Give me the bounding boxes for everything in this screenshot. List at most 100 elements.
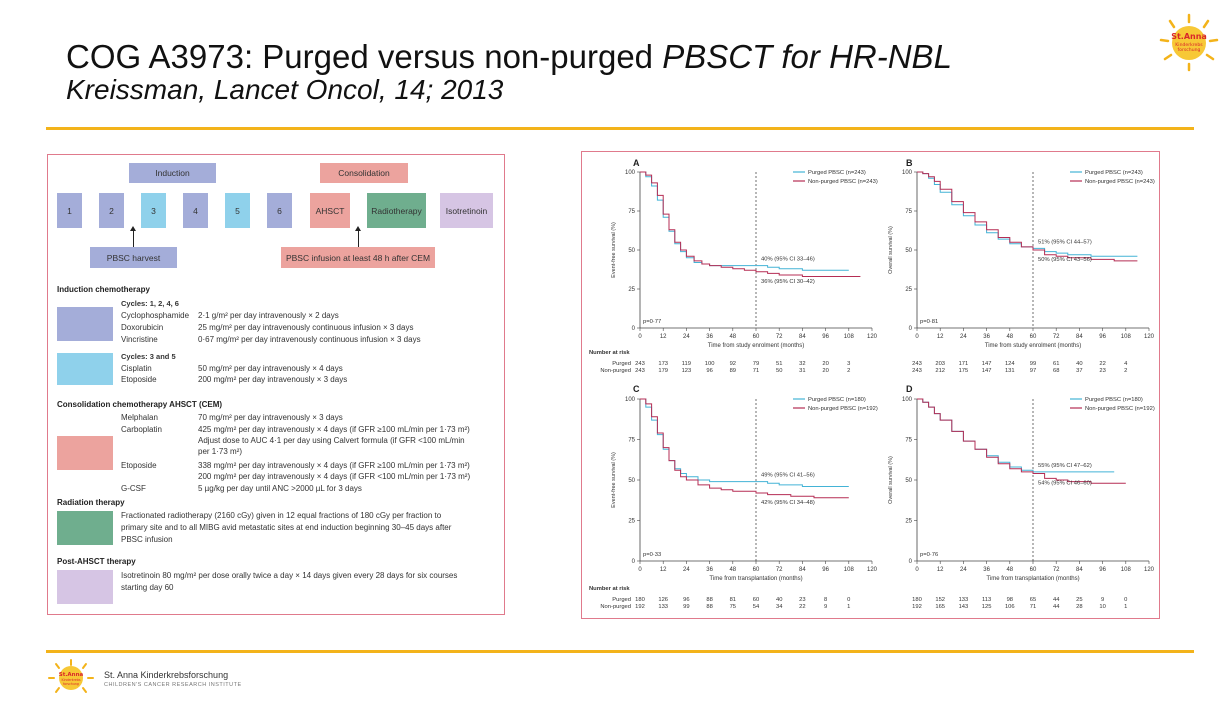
chart-c-at-risk-purged-2: 96: [683, 597, 689, 603]
chart-b-xtick-label-4: 48: [1006, 334, 1013, 340]
chart-b-xtick-label-3: 36: [983, 334, 990, 340]
chart-c-xtick-label-3: 36: [706, 567, 713, 573]
ahsct-box: AHSCT: [310, 193, 350, 228]
chart-b-legend-label-0: Purged PBSC (n=243): [1085, 170, 1143, 176]
cons-drug-4: Etoposide: [121, 461, 157, 470]
chart-b-annotation-1: 50% (95% CI 43–56): [1038, 257, 1092, 263]
chart-c-at-risk-purged-9: 0: [847, 597, 850, 603]
chart-a-at-risk-nonpurged-2: 123: [682, 368, 692, 374]
chart-d-xtick-label-2: 24: [960, 567, 967, 573]
chart-b-at-risk-nonpurged-5: 97: [1030, 368, 1036, 374]
chart-b-at-risk-nonpurged-0: 243: [912, 368, 922, 374]
chart-c-at-risk-nonpurged-5: 54: [753, 604, 760, 610]
chart-b-xtick-label-8: 96: [1099, 334, 1106, 340]
chart-c-xtick-label-4: 48: [729, 567, 736, 573]
chart-b-at-risk-nonpurged-2: 175: [959, 368, 969, 374]
consolidation-heading: Consolidation chemotherapy AHSCT (CEM): [57, 400, 223, 409]
chart-d-ytick-label-3: 75: [905, 438, 912, 444]
chart-a-at-risk-purged-2: 119: [682, 361, 691, 367]
chart-c-series-nonpurged: [640, 398, 849, 499]
chart-c-at-risk-nonpurged-4: 75: [730, 604, 736, 610]
radiation-line-2: PBSC infusion: [121, 535, 173, 544]
chart-d-at-risk-purged-4: 98: [1007, 597, 1013, 603]
chart-a-at-risk-nonpurged-7: 31: [799, 368, 805, 374]
chart-c-at-risk-purged-3: 88: [706, 597, 712, 603]
chart-d-p-value: p=0·76: [920, 552, 938, 558]
chart-c-legend-label-1: Non-purged PBSC (n=192): [808, 406, 878, 412]
chart-a-at-risk-nonpurged-1: 179: [658, 368, 668, 374]
induction-chemo-heading: Induction chemotherapy: [57, 285, 150, 294]
chart-c-legend-label-0: Purged PBSC (n=180): [808, 397, 866, 403]
chart-b-ytick-label-0: 0: [909, 326, 913, 332]
chart-c-ytick-label-2: 50: [628, 478, 635, 484]
chart-a-p-value: p=0·77: [643, 319, 661, 325]
dose-vincristine: 0·67 mg/m² per day intravenously continu…: [198, 335, 421, 344]
chart-b-at-risk-purged-1: 203: [935, 361, 945, 367]
chart-a-y-axis-label: Event-free survival (%): [611, 222, 617, 278]
footer-institute-subname: CHILDREN'S CANCER RESEARCH INSTITUTE: [104, 682, 242, 688]
chart-b-ytick-label-4: 100: [902, 170, 913, 176]
chart-a-at-risk-purged-6: 51: [776, 361, 782, 367]
cons-drug-1: Carboplatin: [121, 425, 162, 434]
treatment-schema-panel: Induction Consolidation 1 2 3 4 5 6 AHSC…: [47, 154, 505, 615]
drug-vincristine: Vincristine: [121, 335, 158, 344]
chart-d-xtick-label-9: 108: [1121, 567, 1132, 573]
chart-c-at-risk-nonpurged-7: 22: [799, 604, 805, 610]
chart-a-at-risk-nonpurged-3: 96: [706, 368, 712, 374]
chart-a-at-risk-purged-5: 79: [753, 361, 759, 367]
st-anna-logo: St.Anna Kinderkrebs forschung: [1159, 13, 1219, 72]
chart-a-at-risk-purged-1: 173: [658, 361, 668, 367]
radiation-swatch: [57, 511, 113, 545]
chart-a-at-risk-purged-7: 32: [799, 361, 805, 367]
chart-d-at-risk-nonpurged-1: 165: [935, 604, 945, 610]
chart-b-ytick-label-3: 75: [905, 209, 912, 215]
chart-a-at-risk-row-label-1: Non-purged: [600, 368, 631, 374]
drug-doxorubicin: Doxorubicin: [121, 323, 164, 332]
induction-cycles-a-swatch: [57, 307, 113, 341]
chart-c-xtick-label-8: 96: [822, 567, 829, 573]
chart-d-at-risk-purged-8: 9: [1101, 597, 1104, 603]
chart-c-y-axis-label: Event-free survival (%): [611, 452, 617, 508]
chart-d-at-risk-purged-0: 180: [912, 597, 922, 603]
chart-d-xtick-label-10: 120: [1144, 567, 1155, 573]
chart-a-xtick-label-8: 96: [822, 334, 829, 340]
chart-b-at-risk-nonpurged-1: 212: [935, 368, 945, 374]
chart-b-at-risk-purged-9: 4: [1124, 361, 1128, 367]
chart-a-legend-label-1: Non-purged PBSC (n=243): [808, 179, 878, 185]
chart-a-at-risk-nonpurged-4: 89: [730, 368, 736, 374]
chart-d-x-axis-label: Time from transplantation (months): [986, 576, 1079, 582]
chart-a-at-risk-label: Number at risk: [589, 350, 630, 356]
chart-a-xtick-label-5: 60: [753, 334, 760, 340]
chart-b-xtick-label-9: 108: [1121, 334, 1132, 340]
chart-b-ytick-label-1: 25: [905, 287, 912, 293]
chart-b-panel-label: B: [906, 158, 913, 168]
chart-c-xtick-label-0: 0: [638, 567, 642, 573]
chart-d-annotation-0: 55% (95% CI 47–62): [1038, 463, 1092, 469]
chart-a-x-axis-label: Time from study enrolment (months): [708, 343, 804, 349]
chart-b-p-value: p=0·81: [920, 319, 938, 325]
chart-b-at-risk-purged-5: 99: [1030, 361, 1036, 367]
chart-b-xtick-label-0: 0: [915, 334, 919, 340]
chart-c-at-risk-purged-4: 81: [730, 597, 736, 603]
radiation-line-0: Fractionated radiotherapy (2160 cGy) giv…: [121, 511, 442, 520]
chart-d-at-risk-nonpurged-7: 28: [1076, 604, 1082, 610]
cons-drug-0: Melphalan: [121, 413, 158, 422]
chart-a-xtick-label-3: 36: [706, 334, 713, 340]
chart-c-at-risk-nonpurged-8: 9: [824, 604, 827, 610]
chart-b-legend-label-1: Non-purged PBSC (n=243): [1085, 179, 1155, 185]
radiation-heading: Radiation therapy: [57, 498, 125, 507]
chart-a-at-risk-nonpurged-0: 243: [635, 368, 645, 374]
chart-b-series-purged: [917, 171, 1138, 257]
cons-dose-4: 338 mg/m² per day intravenously × 4 days…: [198, 461, 470, 470]
chart-a-xtick-label-6: 72: [776, 334, 783, 340]
footer-logo: St.Anna Kinderkrebs forschung: [48, 659, 94, 693]
chart-c-at-risk-nonpurged-3: 88: [706, 604, 712, 610]
chart-c-at-risk-nonpurged-6: 34: [776, 604, 783, 610]
chart-c-xtick-label-2: 24: [683, 567, 690, 573]
chart-d-at-risk-purged-5: 65: [1030, 597, 1036, 603]
pbsc-infusion-label: PBSC infusion at least 48 h after CEM: [281, 247, 435, 268]
chart-c-at-risk-row-label-1: Non-purged: [600, 604, 631, 610]
chart-d-xtick-label-5: 60: [1030, 567, 1037, 573]
chart-a-xtick-label-2: 24: [683, 334, 690, 340]
